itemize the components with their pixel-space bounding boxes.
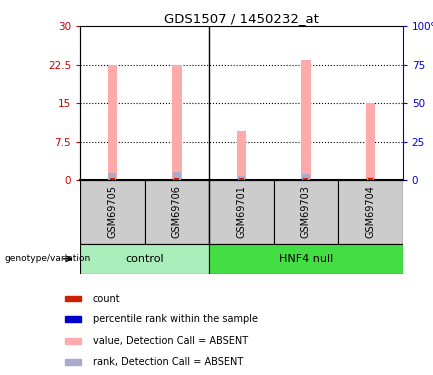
Bar	[65, 360, 81, 365]
Bar	[365, 103, 375, 180]
Text: GSM69701: GSM69701	[236, 186, 246, 238]
Text: HNF4 null: HNF4 null	[279, 254, 333, 264]
Text: GSM69705: GSM69705	[107, 185, 117, 238]
Text: rank, Detection Call = ABSENT: rank, Detection Call = ABSENT	[93, 357, 243, 368]
Bar	[80, 180, 145, 244]
Bar	[109, 173, 116, 180]
Bar	[107, 64, 117, 180]
Text: GSM69706: GSM69706	[172, 186, 182, 238]
Bar	[368, 178, 373, 180]
Bar	[274, 180, 338, 244]
Text: count: count	[93, 294, 120, 303]
Bar	[110, 178, 115, 180]
Bar	[302, 174, 310, 180]
Bar	[65, 296, 81, 302]
Bar	[367, 177, 374, 180]
Bar	[65, 316, 81, 322]
Bar	[301, 60, 311, 180]
Text: percentile rank within the sample: percentile rank within the sample	[93, 314, 258, 324]
Bar	[145, 180, 209, 244]
Title: GDS1507 / 1450232_at: GDS1507 / 1450232_at	[164, 12, 319, 25]
Bar	[236, 131, 246, 180]
Text: genotype/variation: genotype/variation	[4, 254, 90, 263]
Bar	[209, 244, 403, 274]
Bar	[238, 176, 245, 180]
Bar	[65, 338, 81, 344]
Text: control: control	[125, 254, 164, 264]
Bar	[173, 172, 181, 180]
Bar	[338, 180, 403, 244]
Bar	[304, 178, 308, 180]
Bar	[239, 178, 244, 180]
Bar	[209, 180, 274, 244]
Bar	[80, 244, 209, 274]
Bar	[172, 64, 182, 180]
Text: value, Detection Call = ABSENT: value, Detection Call = ABSENT	[93, 336, 248, 346]
Text: GSM69703: GSM69703	[301, 186, 311, 238]
Bar	[174, 178, 179, 180]
Text: GSM69704: GSM69704	[365, 186, 375, 238]
